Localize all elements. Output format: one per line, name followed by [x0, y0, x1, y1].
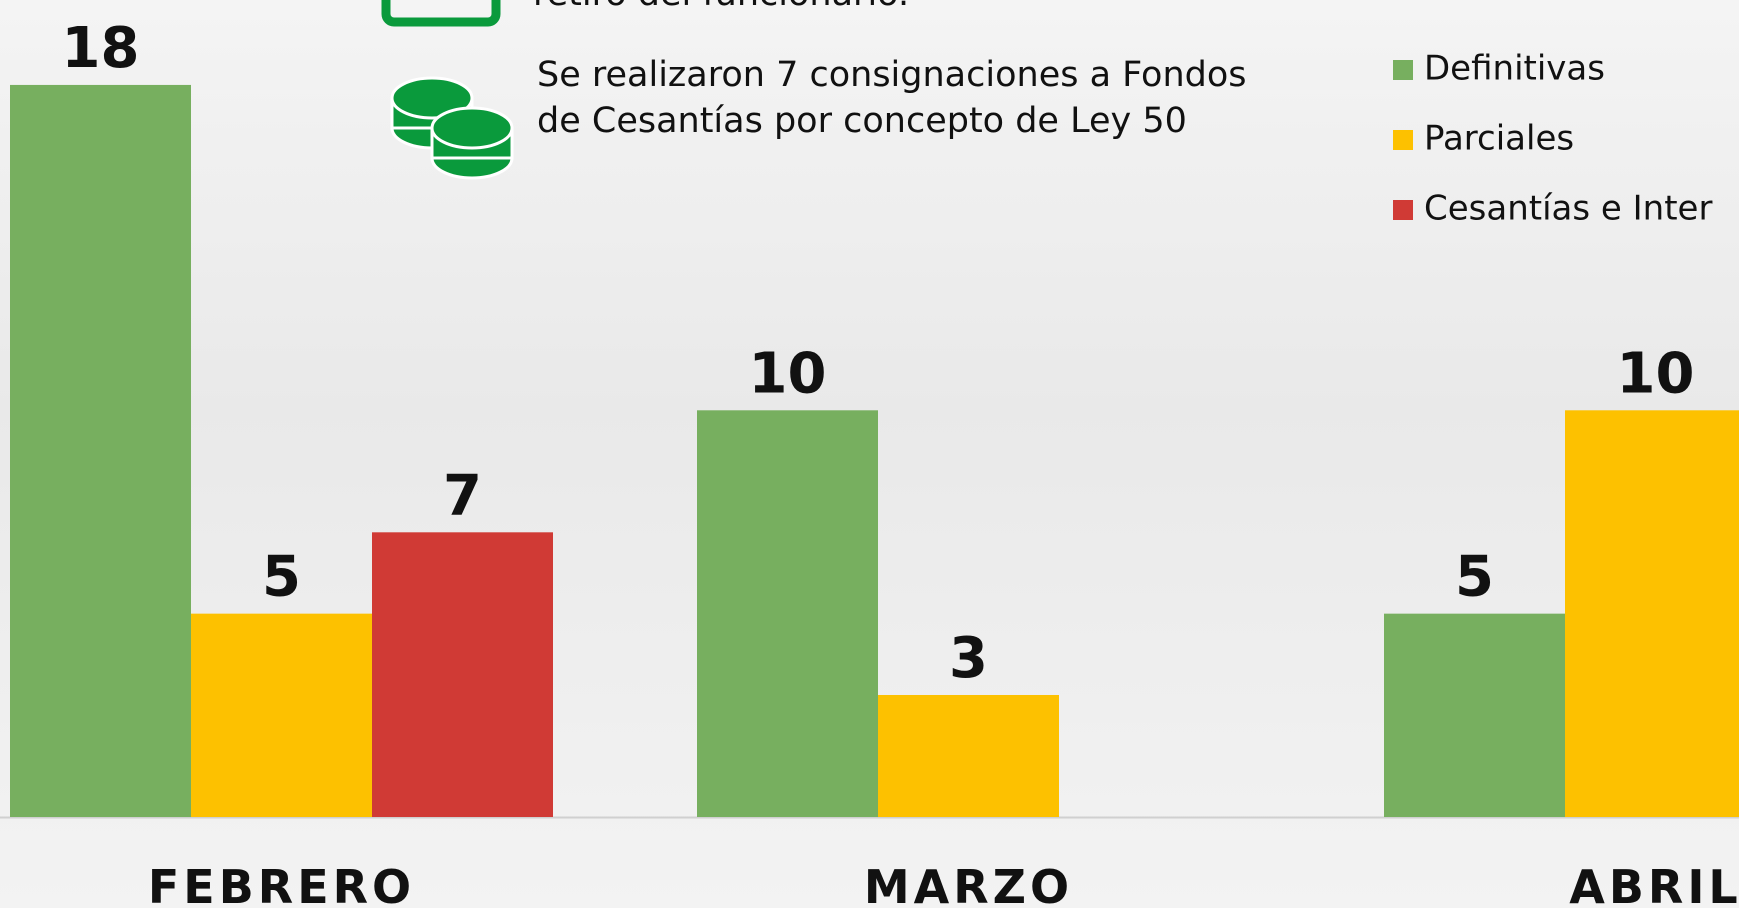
x-tick-label: FEBRERO: [148, 860, 415, 908]
coins-icon: [392, 78, 512, 178]
value-label: 3: [949, 626, 988, 691]
bar: [191, 614, 372, 817]
value-label: 7: [443, 463, 482, 528]
legend-swatch: [1393, 60, 1413, 80]
legend-label: Cesantías e Inter: [1424, 189, 1712, 229]
chart: FEBRERO 18 5 7 MARZO 10 3 ABRIL 5 10 Definitivas Pa…: [0, 0, 1739, 908]
bar: [697, 410, 878, 817]
value-label: 10: [1617, 341, 1695, 406]
value-label: 5: [1455, 545, 1494, 610]
page: retiro del funcionario. Se realizaron 7 …: [0, 0, 1739, 908]
value-label: 5: [262, 545, 301, 610]
icon: [386, 0, 496, 22]
legend-label: Parciales: [1424, 119, 1574, 159]
bar: [878, 695, 1059, 817]
value-label: 18: [62, 16, 140, 81]
x-tick-label: MARZO: [864, 860, 1073, 908]
bar: [372, 532, 553, 817]
legend-swatch: [1393, 200, 1413, 220]
x-tick-label: ABRIL: [1569, 860, 1739, 908]
legend-label: Definitivas: [1424, 49, 1605, 89]
legend-swatch: [1393, 130, 1413, 150]
bar: [10, 85, 191, 817]
bar: [1565, 410, 1739, 817]
bar: [1384, 614, 1565, 817]
value-label: 10: [749, 341, 827, 406]
